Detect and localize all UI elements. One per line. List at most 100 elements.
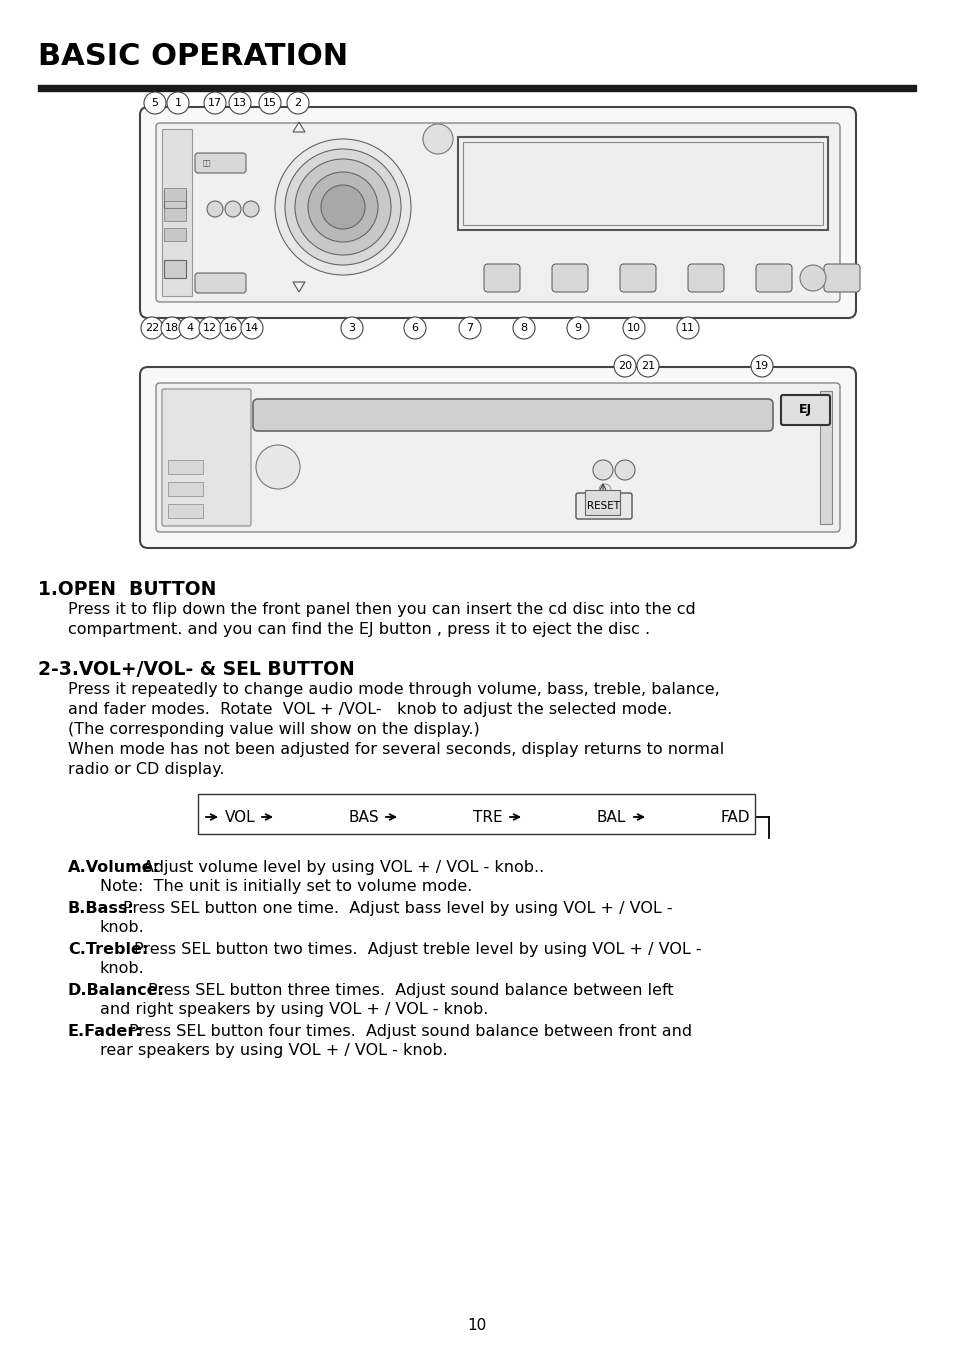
FancyBboxPatch shape (194, 273, 246, 293)
Text: 9: 9 (574, 323, 581, 333)
Text: 17: 17 (208, 97, 222, 108)
Text: 20: 20 (618, 361, 632, 370)
FancyBboxPatch shape (140, 107, 855, 318)
FancyBboxPatch shape (483, 264, 519, 292)
Text: When mode has not been adjusted for several seconds, display returns to normal: When mode has not been adjusted for seve… (68, 742, 723, 757)
Bar (198, 794, 754, 834)
FancyBboxPatch shape (253, 399, 772, 431)
Text: BAL: BAL (597, 810, 626, 825)
Text: 1: 1 (174, 97, 181, 108)
Text: and fader modes.  Rotate  VOL + /VOL-   knob to adjust the selected mode.: and fader modes. Rotate VOL + /VOL- knob… (68, 702, 672, 717)
Circle shape (287, 92, 309, 114)
Text: A.Volume:: A.Volume: (68, 860, 160, 875)
Circle shape (204, 92, 226, 114)
Text: 10: 10 (626, 323, 640, 333)
Bar (168, 504, 203, 518)
Text: and right speakers by using VOL + / VOL - knob.: and right speakers by using VOL + / VOL … (100, 1002, 488, 1017)
Text: rear speakers by using VOL + / VOL - knob.: rear speakers by using VOL + / VOL - kno… (100, 1042, 447, 1059)
Text: VOL: VOL (225, 810, 255, 825)
FancyBboxPatch shape (823, 264, 859, 292)
Circle shape (207, 201, 223, 218)
FancyBboxPatch shape (576, 493, 631, 519)
Circle shape (593, 460, 613, 480)
Circle shape (422, 124, 453, 154)
Text: compartment. and you can find the EJ button , press it to eject the disc .: compartment. and you can find the EJ but… (68, 622, 649, 637)
Text: 2: 2 (294, 97, 301, 108)
Text: E.Fader:: E.Fader: (68, 1023, 143, 1038)
Circle shape (800, 265, 825, 291)
Text: 4: 4 (186, 323, 193, 333)
Circle shape (458, 316, 480, 339)
Bar (168, 483, 203, 496)
Text: 7: 7 (466, 323, 473, 333)
Circle shape (255, 445, 299, 489)
Bar (164, 188, 186, 201)
Text: 16: 16 (224, 323, 237, 333)
Circle shape (220, 316, 242, 339)
Text: 13: 13 (233, 97, 247, 108)
Circle shape (243, 201, 258, 218)
Text: ⏮⏭: ⏮⏭ (203, 160, 212, 166)
Circle shape (637, 356, 659, 377)
Text: 21: 21 (640, 361, 655, 370)
FancyBboxPatch shape (194, 153, 246, 173)
Circle shape (615, 460, 635, 480)
Text: C.Treble:: C.Treble: (68, 942, 148, 957)
Circle shape (598, 484, 610, 496)
Text: 22: 22 (145, 323, 159, 333)
Circle shape (677, 316, 699, 339)
Bar (164, 260, 186, 279)
Text: BAS: BAS (349, 810, 379, 825)
Circle shape (622, 316, 644, 339)
Circle shape (614, 356, 636, 377)
Text: knob.: knob. (100, 961, 145, 976)
Circle shape (229, 92, 251, 114)
Text: 14: 14 (245, 323, 259, 333)
Text: radio or CD display.: radio or CD display. (68, 763, 224, 777)
Text: 15: 15 (263, 97, 276, 108)
Text: 18: 18 (165, 323, 179, 333)
Bar (164, 191, 186, 208)
Text: 19: 19 (754, 361, 768, 370)
Text: Press it repeatedly to change audio mode through volume, bass, treble, balance,: Press it repeatedly to change audio mode… (68, 681, 719, 698)
Circle shape (141, 316, 163, 339)
Text: Press it to flip down the front panel then you can insert the cd disc into the c: Press it to flip down the front panel th… (68, 602, 695, 617)
Text: (The corresponding value will show on the display.): (The corresponding value will show on th… (68, 722, 479, 737)
Bar (820, 391, 831, 525)
Bar (457, 137, 827, 230)
Text: knob.: knob. (100, 919, 145, 936)
FancyBboxPatch shape (619, 264, 656, 292)
Circle shape (179, 316, 201, 339)
Circle shape (294, 160, 391, 256)
Circle shape (750, 356, 772, 377)
FancyBboxPatch shape (156, 383, 840, 531)
Text: 12: 12 (203, 323, 217, 333)
FancyBboxPatch shape (552, 264, 587, 292)
Text: 8: 8 (520, 323, 527, 333)
Circle shape (320, 185, 365, 228)
Circle shape (225, 201, 241, 218)
Text: 6: 6 (411, 323, 418, 333)
Text: D.Balance:: D.Balance: (68, 983, 165, 998)
Text: EJ: EJ (798, 403, 811, 416)
Text: Press SEL button four times.  Adjust sound balance between front and: Press SEL button four times. Adjust soun… (130, 1023, 692, 1038)
Text: B.Bass:: B.Bass: (68, 900, 134, 917)
Circle shape (274, 139, 411, 274)
Text: 5: 5 (152, 97, 158, 108)
Circle shape (340, 316, 363, 339)
Text: 1.OPEN  BUTTON: 1.OPEN BUTTON (38, 580, 216, 599)
Circle shape (285, 149, 400, 265)
Bar (164, 208, 186, 220)
Circle shape (308, 172, 377, 242)
FancyBboxPatch shape (755, 264, 791, 292)
Circle shape (513, 316, 535, 339)
Circle shape (161, 316, 183, 339)
FancyBboxPatch shape (156, 123, 840, 301)
Circle shape (241, 316, 263, 339)
FancyBboxPatch shape (687, 264, 723, 292)
Text: Press SEL button two times.  Adjust treble level by using VOL + / VOL -: Press SEL button two times. Adjust trebl… (133, 942, 700, 957)
Text: 10: 10 (467, 1318, 486, 1333)
Text: Press SEL button one time.  Adjust bass level by using VOL + / VOL -: Press SEL button one time. Adjust bass l… (123, 900, 672, 917)
Text: RESET: RESET (587, 502, 619, 511)
FancyBboxPatch shape (781, 395, 829, 425)
